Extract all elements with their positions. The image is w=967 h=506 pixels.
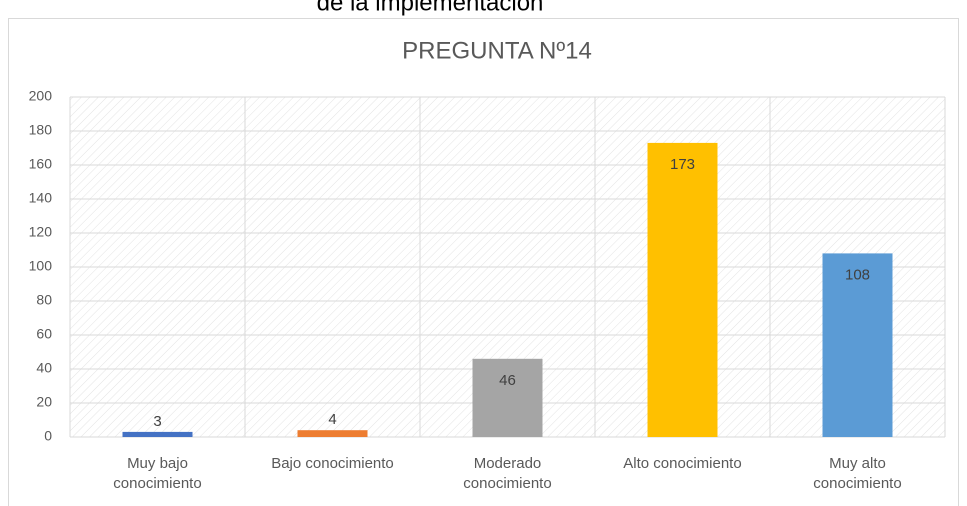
x-tick-label: Muy bajo conocimiento xyxy=(113,455,202,492)
data-label: 3 xyxy=(153,413,161,430)
bar xyxy=(472,358,543,437)
y-tick-label: 20 xyxy=(36,394,52,410)
x-tick-label: Alto conocimiento xyxy=(623,455,742,472)
header-bg xyxy=(0,0,967,18)
y-tick-label: 0 xyxy=(44,428,52,444)
y-tick-label: 160 xyxy=(29,156,53,172)
y-tick-label: 180 xyxy=(29,122,53,138)
x-tick-label: Moderado conocimiento xyxy=(463,455,552,492)
data-label: 4 xyxy=(328,411,336,428)
y-tick-label: 100 xyxy=(29,258,53,274)
y-tick-label: 60 xyxy=(36,326,52,342)
x-tick-label: Muy alto conocimiento xyxy=(813,455,902,492)
bar xyxy=(822,253,893,437)
header-text: de la implementación xyxy=(317,0,544,16)
x-tick-label: Bajo conocimiento xyxy=(271,455,394,472)
y-tick-label: 40 xyxy=(36,360,52,376)
y-tick-label: 80 xyxy=(36,292,52,308)
y-tick-label: 200 xyxy=(29,88,53,104)
data-label: 108 xyxy=(845,266,870,283)
y-tick-label: 140 xyxy=(29,190,53,206)
bar xyxy=(297,430,368,437)
data-label: 173 xyxy=(670,156,695,173)
y-tick-label: 120 xyxy=(29,224,53,240)
chart-title: PREGUNTA Nº14 xyxy=(402,37,592,64)
data-label: 46 xyxy=(499,372,516,389)
bar xyxy=(647,142,718,437)
bar xyxy=(122,431,193,437)
